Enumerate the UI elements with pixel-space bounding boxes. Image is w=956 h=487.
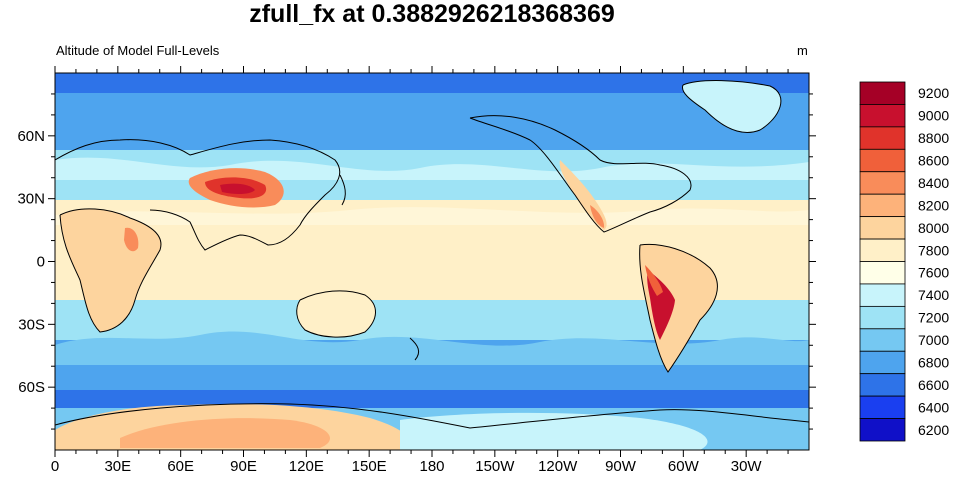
coast-new-zealand [409,337,420,361]
x-tick-label: 120E [289,458,324,475]
colorbar-label: 6800 [918,354,949,370]
colorbar-label: 8600 [918,153,949,169]
colorbar-swatch [859,305,906,330]
x-tick-label: 0 [51,458,59,475]
colorbar-swatch [859,373,906,397]
colorbar-label: 7200 [918,310,949,326]
colorbar-label: 7400 [918,287,949,303]
x-tick-label: 180 [419,458,444,475]
colorbar-swatch [859,148,906,173]
antarctic-edge [400,412,708,450]
colorbar-label: 8000 [918,220,949,236]
band-north-high [55,93,809,153]
colorbar-swatch [859,104,906,128]
colorbar-swatch [859,193,906,218]
y-tick-label: 30S [18,316,45,333]
colorbar-swatch [859,216,906,240]
units-label: m [797,43,808,58]
x-tick-label: 90W [605,458,637,475]
colorbar-swatch [859,328,906,352]
greenland [682,80,781,133]
coastlines [55,80,809,429]
tibet-core [220,183,255,195]
colorbar-label: 9200 [918,85,949,101]
coast-antarctica [55,403,809,429]
x-tick-label: 150W [475,458,515,475]
colorbar-label: 9000 [918,108,949,124]
y-tick-label: 60S [18,379,45,396]
x-tick-label: 60W [668,458,700,475]
colorbar-swatch [859,395,906,419]
coast-greenland [681,80,782,133]
colorbar-label: 8400 [918,175,949,191]
y-tick-label: 60N [17,128,45,145]
colorbar-swatch [859,283,906,307]
x-tick-label: 150E [352,458,387,475]
colorbar-swatch [859,261,906,285]
contour-south-wave [55,331,809,365]
colorbar-swatch [859,171,906,195]
contour-tropics-north [55,207,809,225]
coast-south-america [639,243,718,373]
colorbar-swatch [859,350,906,375]
y-tick-label: 30N [17,191,45,208]
plot-title: zfull_fx at 0.3882926218368369 [249,0,615,28]
x-tick-label: 120W [538,458,578,475]
andes-outer [645,265,663,296]
coast-north-america [469,115,692,233]
south-america [639,244,718,372]
antarctic-core [120,418,330,448]
coast-africa [59,208,162,333]
left-subtitle: Altitude of Model Full-Levels [56,43,220,58]
colorbar-swatch [859,126,906,150]
coast-europe-asia [55,139,341,251]
colorbar-label: 7800 [918,242,949,258]
colorbar-swatch [859,81,906,105]
x-tick-label: 60E [167,458,194,475]
mexico-highland [590,205,605,228]
x-tick-label: 30E [104,458,131,475]
colorbar-label: 6600 [918,377,949,393]
colorbar: 9200 9000 8800 8600 8400 8200 8000 7800 7600 7400… [859,81,949,442]
colorbar-label: 6400 [918,399,949,415]
ethiopian-highland [124,227,139,252]
band-arctic [55,73,809,93]
x-tick-label: 30W [731,458,763,475]
x-tick-label: 90E [230,458,257,475]
colorbar-label: 6200 [918,422,949,438]
coast-japan [339,174,346,206]
colorbar-swatch [859,418,906,442]
x-axis-ticks: 0 30E 60E 90E 120E 150E 180 150W 120W 90W 60W 30W [51,66,789,475]
australia [296,290,376,338]
coast-australia [296,290,376,338]
colorbar-label: 8800 [918,130,949,146]
colorbar-swatch [859,238,906,262]
colorbar-label: 7000 [918,332,949,348]
y-axis-ticks: 60N 30N 0 30S 60S [17,93,816,430]
y-tick-label: 0 [37,254,45,271]
colorbar-label: 8200 [918,197,949,213]
colorbar-label: 7600 [918,265,949,281]
